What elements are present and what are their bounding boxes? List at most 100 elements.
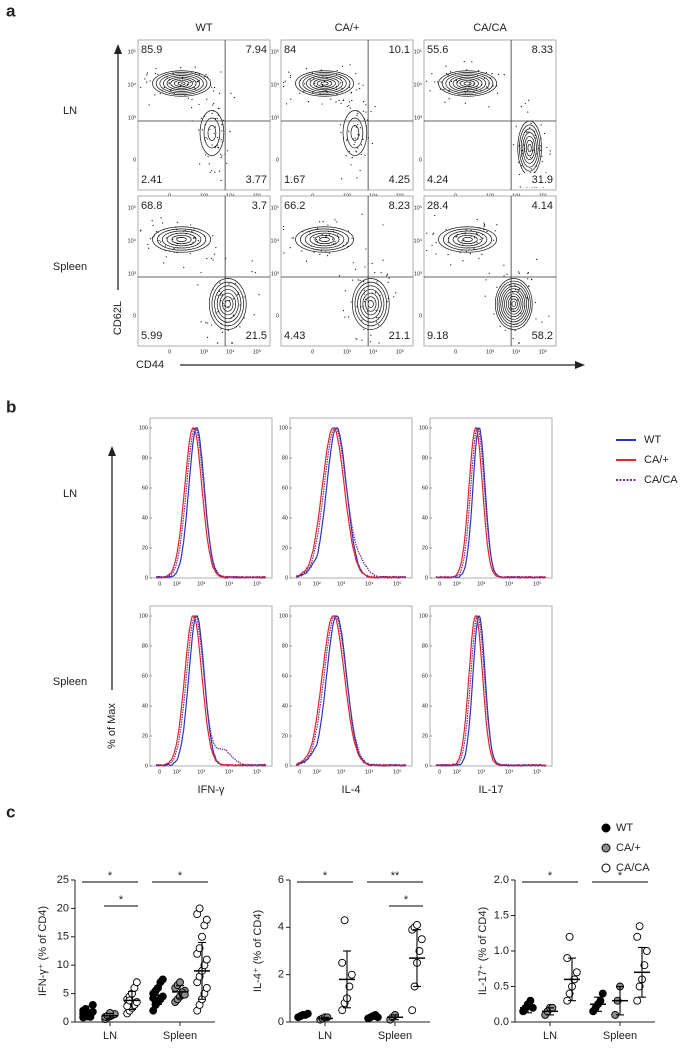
data-point	[79, 1010, 88, 1018]
event-dot	[198, 79, 200, 81]
y-tick-label: 100	[139, 425, 148, 431]
event-dot	[313, 251, 315, 253]
event-dot	[220, 153, 222, 155]
event-dot	[348, 150, 350, 153]
event-dot	[449, 71, 452, 73]
arrow-head	[114, 44, 122, 54]
event-dot	[529, 127, 531, 129]
event-dot	[433, 232, 435, 234]
event-dot	[426, 80, 428, 82]
event-dot	[233, 97, 235, 99]
event-dot	[358, 83, 360, 85]
legend-label: CA/CA	[644, 474, 678, 486]
data-point	[565, 989, 574, 998]
plot-frame	[280, 39, 414, 191]
event-dot	[314, 82, 316, 85]
event-dot	[198, 129, 200, 131]
event-dot	[360, 144, 362, 146]
event-dot	[475, 232, 478, 234]
label-bg	[525, 43, 555, 57]
x-tick-label: 10²	[173, 581, 181, 587]
y-tick-label: 100	[419, 425, 428, 431]
x-tick-label: 10²	[313, 769, 321, 775]
y-tick-label: 2	[278, 969, 284, 981]
event-dot	[197, 240, 200, 242]
event-dot	[517, 271, 520, 273]
event-dot	[540, 149, 542, 152]
contour	[445, 73, 490, 94]
event-dot	[518, 342, 520, 344]
event-dot	[376, 281, 378, 283]
column-header: WT	[195, 22, 212, 34]
event-dot	[464, 102, 467, 104]
x-tick-label: 10⁴	[505, 580, 514, 587]
y-tick-label: 60	[422, 673, 428, 679]
label-bg	[382, 329, 412, 343]
data-point	[158, 975, 167, 984]
event-dot	[365, 298, 367, 300]
event-dot	[466, 69, 468, 71]
legend-marker	[601, 823, 611, 833]
event-dot	[365, 248, 367, 250]
event-dot	[473, 91, 475, 93]
x-tick-label: 10³	[486, 349, 494, 355]
event-dot	[485, 279, 487, 281]
event-dot	[376, 317, 378, 319]
contour	[527, 143, 532, 153]
event-dot	[338, 99, 340, 101]
contour	[320, 81, 329, 86]
y-tick-label: 60	[142, 673, 148, 679]
event-dot	[330, 98, 332, 100]
event-dot	[471, 61, 473, 63]
contour	[314, 234, 335, 245]
event-dot	[228, 283, 230, 285]
y-tick-label: 0	[276, 313, 279, 319]
event-dot	[496, 286, 498, 288]
y-tick-label: 0	[419, 157, 422, 163]
event-dot	[488, 106, 490, 108]
event-dot	[211, 324, 213, 326]
event-dot	[476, 219, 478, 221]
event-dot	[223, 304, 225, 306]
event-dot	[283, 225, 285, 228]
event-dot	[340, 102, 342, 104]
event-dot	[426, 232, 428, 234]
event-dot	[375, 321, 378, 323]
label-bg	[282, 199, 312, 213]
label-bg	[425, 173, 455, 187]
quadrant-value: 3.77	[246, 174, 267, 186]
y-tick-label: 20	[142, 545, 148, 551]
x-tick-label: 10⁴	[226, 348, 235, 355]
event-dot	[448, 89, 451, 91]
contour	[457, 234, 478, 245]
x-tick-label: 10³	[337, 769, 345, 775]
y-tick-label: 40	[282, 515, 288, 521]
label-bg	[425, 43, 455, 57]
event-dot	[446, 72, 448, 75]
contour	[522, 132, 537, 164]
event-dot	[445, 229, 447, 231]
label-bg	[382, 173, 412, 187]
event-dot	[194, 66, 196, 68]
y-tick-label: 80	[282, 455, 288, 461]
event-dot	[431, 73, 433, 75]
event-dot	[208, 163, 210, 165]
contour	[354, 281, 387, 327]
y-tick-label: 20	[422, 545, 428, 551]
event-dot	[514, 289, 517, 291]
x-tick-label: 10⁵	[533, 768, 541, 775]
event-dot	[434, 81, 436, 83]
legend-label: WT	[616, 822, 633, 834]
contour	[452, 232, 483, 247]
event-dot	[483, 229, 485, 231]
x-tick-label: 10⁴	[225, 768, 234, 775]
event-dot	[305, 260, 308, 262]
y-axis-label: IL-4⁺ (% of CD4)	[252, 910, 264, 992]
contour	[438, 70, 497, 97]
event-dot	[461, 240, 463, 242]
event-dot	[435, 242, 437, 244]
event-dot	[378, 342, 380, 344]
event-dot	[355, 89, 357, 91]
x-tick-label: 10³	[343, 349, 351, 355]
contour	[166, 232, 197, 247]
